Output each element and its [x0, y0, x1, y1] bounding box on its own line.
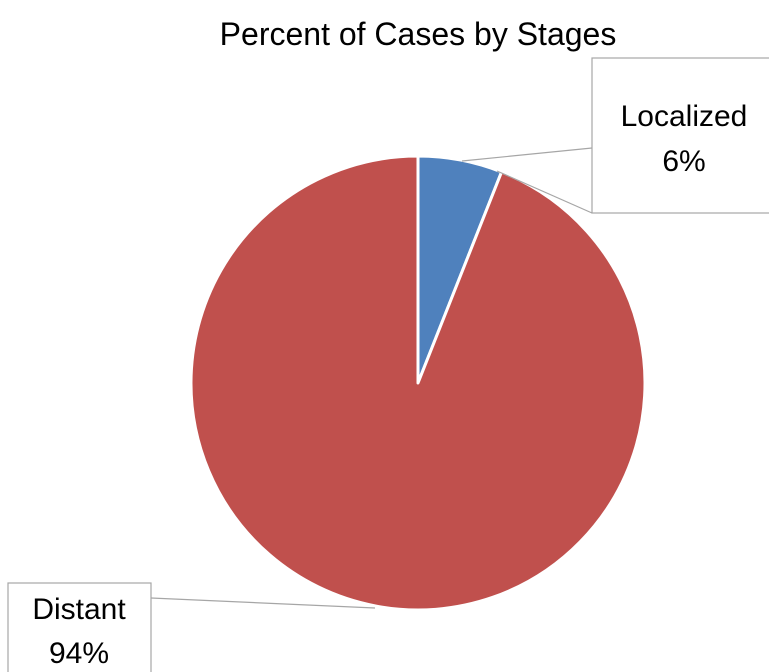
data-label-box-localized: [591, 57, 769, 214]
data-label-category-distant: Distant: [32, 593, 126, 626]
leader-line-localized-lower: [496, 170, 593, 214]
data-label-value-localized: 6%: [662, 145, 705, 178]
leader-line-localized: [461, 147, 593, 162]
chart-title: Percent of Cases by Stages: [220, 16, 617, 52]
data-label-category-localized: Localized: [621, 100, 748, 133]
leader-line-distant: [150, 597, 376, 609]
data-label-box-distant: [7, 582, 152, 672]
data-label-value-distant: 94%: [49, 637, 109, 670]
data-labels: Localized 6% Distant 94%: [7, 57, 769, 672]
pie-slice-distant: [189, 154, 647, 612]
pie-slices: [189, 154, 647, 612]
